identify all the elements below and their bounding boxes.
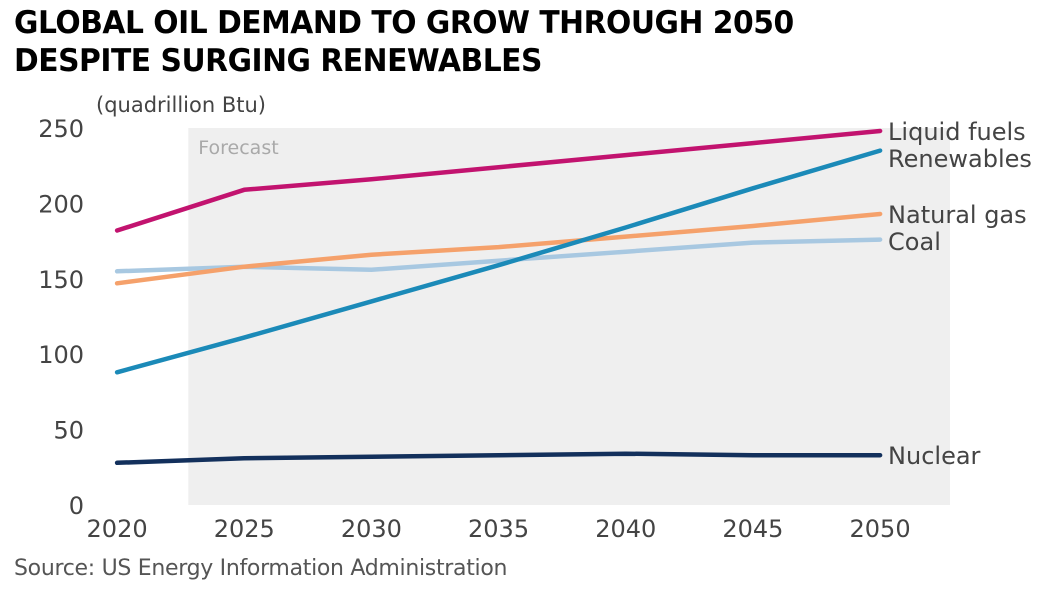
y-tick-label: 0 [69,492,84,520]
x-tick-label: 2025 [214,515,275,543]
forecast-label: Forecast [198,137,278,159]
y-tick-label: 150 [38,266,84,294]
series-label-nuclear: Nuclear [888,442,981,470]
series-label-renewables: Renewables [888,145,1032,173]
y-tick-label: 250 [38,115,84,143]
series-line-nuclear [114,451,883,466]
x-tick-label: 2050 [850,515,911,543]
x-tick-label: 2045 [722,515,783,543]
x-tick-label: 2040 [595,515,656,543]
x-tick-label: 2030 [341,515,402,543]
series-line-liquid-fuels [114,128,883,233]
series-label-liquid-fuels: Liquid fuels [888,118,1026,146]
y-tick-label: 200 [38,190,84,218]
series-label-natural-gas: Natural gas [888,201,1027,229]
x-tick-label: 2035 [468,515,529,543]
chart-title: GLOBAL OIL DEMAND TO GROW THROUGH 2050 D… [14,4,794,80]
y-axis-label: (quadrillion Btu) [96,93,266,117]
series-line-renewables [114,148,883,375]
series-line-natural-gas [114,211,883,286]
x-tick-label: 2020 [87,515,148,543]
chart-title-line-1: GLOBAL OIL DEMAND TO GROW THROUGH 2050 [14,5,794,41]
chart-title-line-2: DESPITE SURGING RENEWABLES [14,43,542,79]
y-tick-label: 100 [38,341,84,369]
y-tick-label: 50 [53,417,84,445]
series-label-coal: Coal [888,228,941,256]
source-note: Source: US Energy Information Administra… [14,556,508,581]
